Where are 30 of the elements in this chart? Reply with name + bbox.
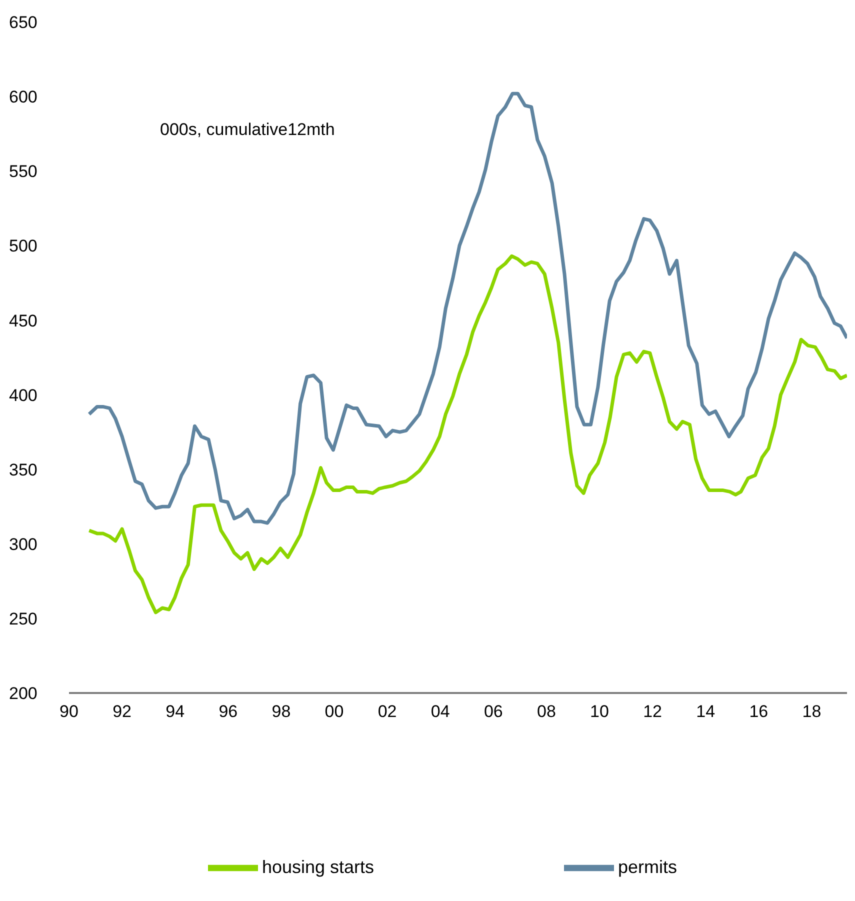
x-tick-label: 16 [749,702,768,722]
y-tick-label: 450 [9,311,38,330]
legend-label: housing starts [262,856,374,877]
y-tick-label: 250 [9,609,38,628]
y-tick-label: 550 [9,162,38,182]
x-tick-label: 14 [696,702,716,722]
x-tick-label: 94 [166,702,185,722]
x-tick-label: 12 [643,702,662,722]
x-tick-label: 10 [590,702,609,722]
x-tick-label: 96 [218,702,238,722]
legend-label: permits [618,856,678,877]
x-tick-label: 08 [537,702,556,722]
y-tick-label: 650 [9,13,38,32]
annotation: 000s, cumulative12mth [160,120,335,140]
y-tick-label: 300 [9,534,38,554]
line-series [87,92,847,525]
x-tick-label: 18 [802,702,822,722]
y-tick-label: 350 [9,460,38,480]
y-tick-label: 400 [9,386,38,405]
x-tick-label: 90 [60,702,78,722]
line-series [87,254,847,614]
x-tick-label: 04 [430,702,450,722]
x-tick-label: 06 [484,702,503,722]
x-tick-label: 92 [112,702,132,722]
y-tick-label: 600 [9,88,38,107]
x-tick-label: 02 [378,702,397,722]
y-tick-label: 200 [9,684,38,704]
x-tick-label: 00 [324,702,344,722]
y-tick-label: 500 [9,236,38,256]
x-tick-label: 98 [272,702,291,722]
